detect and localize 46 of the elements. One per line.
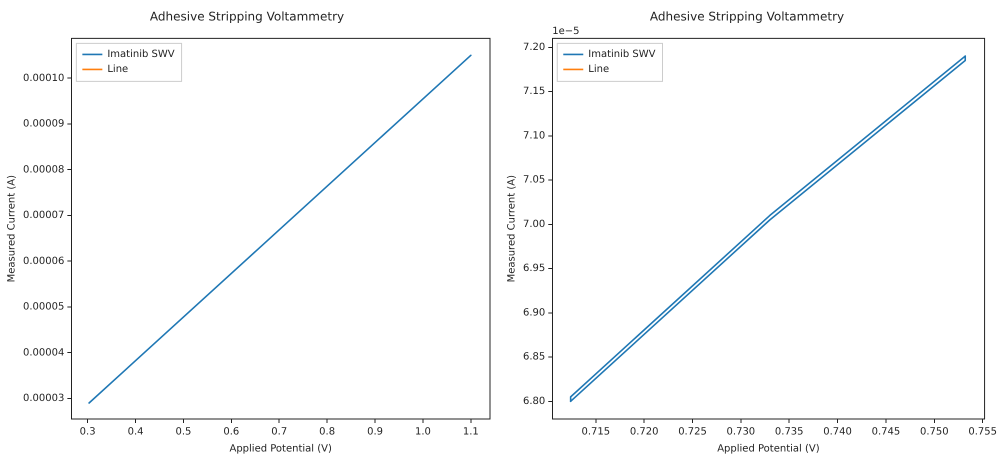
x-tick-label: 0.745 — [872, 426, 900, 438]
y-axis-title: Measured Current (A) — [506, 174, 518, 282]
y-tick-label: 0.00008 — [22, 164, 64, 176]
legend-label: Line — [107, 64, 128, 75]
x-tick-label: 0.750 — [920, 426, 949, 438]
x-tick-label: 0.730 — [726, 426, 756, 438]
y-tick-label: 7.10 — [523, 130, 546, 142]
chart-title: Adhesive Stripping Voltammetry — [150, 9, 344, 24]
text: 1e−5 — [552, 26, 580, 37]
x-tick-label: 0.720 — [630, 426, 658, 438]
y-tick-label: 0.00004 — [22, 347, 64, 358]
y-tick-label: 0.00006 — [22, 256, 64, 267]
y-tick-label: 0.00010 — [22, 72, 64, 84]
y-tick-label: 0.00007 — [22, 210, 64, 222]
x-tick-label: 0.740 — [823, 426, 852, 438]
y-tick-label: 0.00005 — [22, 302, 64, 313]
y-tick-label: 0.00009 — [22, 118, 64, 130]
x-axis-title: Applied Potential (V) — [717, 444, 820, 455]
y-tick-label: 7.20 — [523, 42, 546, 53]
x-tick-label: 0.715 — [581, 426, 610, 438]
x-axis-title: Applied Potential (V) — [229, 444, 332, 455]
x-tick-label: 0.6 — [223, 426, 240, 438]
x-tick-label: 0.9 — [367, 426, 383, 438]
x-tick-label: 0.755 — [968, 426, 997, 438]
x-tick-label: 0.735 — [774, 426, 804, 438]
y-tick-label: 7.05 — [523, 174, 546, 186]
chart-title: Adhesive Stripping Voltammetry — [650, 9, 844, 24]
y-tick-label: 6.95 — [523, 263, 546, 274]
y-tick-label: 6.80 — [523, 396, 546, 407]
legend-label: Imatinib SWV — [588, 48, 656, 60]
y-axis-title: Measured Current (A) — [6, 174, 18, 282]
y-tick-label: 7.15 — [523, 86, 546, 98]
y-tick-label: 0.00003 — [22, 393, 64, 404]
x-tick-label: 0.7 — [271, 426, 288, 438]
legend-label: Imatinib SWV — [107, 48, 175, 60]
x-tick-label: 0.4 — [128, 426, 144, 438]
x-tick-label: 0.8 — [319, 426, 336, 438]
x-tick-label: 0.3 — [80, 426, 96, 438]
x-tick-label: 0.725 — [678, 426, 707, 438]
x-tick-label: 1.0 — [414, 426, 431, 438]
y-tick-label: 7.00 — [523, 218, 546, 230]
x-tick-label: 1.1 — [462, 426, 479, 438]
y-tick-label: 6.90 — [523, 307, 546, 318]
y-tick-label: 6.85 — [523, 352, 546, 363]
legend-label: Line — [588, 64, 610, 75]
x-tick-label: 0.5 — [175, 426, 192, 438]
